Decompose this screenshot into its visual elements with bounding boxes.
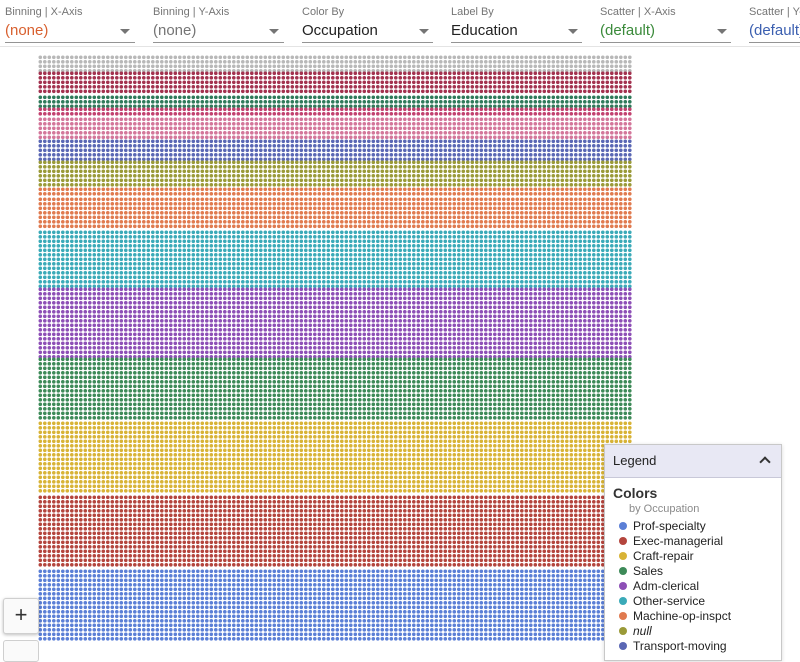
grid-band <box>38 357 632 420</box>
color-swatch-icon <box>619 537 627 545</box>
legend-list: Prof-specialty Exec-managerial Craft-rep… <box>619 519 731 654</box>
legend-section-subtitle: by Occupation <box>629 503 700 515</box>
binning-x-axis-label: Binning | X-Axis <box>5 6 83 18</box>
underline <box>5 42 135 43</box>
underline <box>302 42 433 43</box>
grid-band <box>38 197 632 229</box>
label-by-value: Education <box>451 22 518 39</box>
color-swatch-icon <box>619 627 627 635</box>
scatter-x-axis-select[interactable]: Scatter | X-Axis (default) <box>595 0 735 46</box>
binning-x-axis-value: (none) <box>5 22 49 39</box>
underline <box>749 42 800 43</box>
grid-band <box>38 495 632 567</box>
chevron-down-icon <box>269 29 279 34</box>
scatter-y-axis-label: Scatter | Y-Axis <box>749 6 800 18</box>
legend-header[interactable]: Legend <box>605 445 781 478</box>
legend-item-label: Exec-managerial <box>633 534 724 548</box>
zoom-out-button[interactable] <box>3 640 39 662</box>
legend-item-label: null <box>633 624 652 638</box>
color-swatch-icon <box>619 522 627 530</box>
legend-item[interactable]: Other-service <box>619 594 731 609</box>
legend-item-label: Machine-op-inspct <box>633 609 732 623</box>
scatter-y-axis-select[interactable]: Scatter | Y-Axis (default) <box>744 0 800 46</box>
legend-item[interactable]: Craft-repair <box>619 549 731 564</box>
grid-band <box>38 160 632 187</box>
grid-band <box>38 117 632 140</box>
color-by-value: Occupation <box>302 22 378 39</box>
binning-y-axis-value: (none) <box>153 22 197 39</box>
color-swatch-icon <box>619 552 627 560</box>
color-by-label: Color By <box>302 6 345 18</box>
chevron-up-icon[interactable] <box>759 456 771 468</box>
color-swatch-icon <box>619 642 627 650</box>
grid-band <box>38 55 632 73</box>
toolbar: Binning | X-Axis (none) Binning | Y-Axis… <box>0 0 800 47</box>
legend-item-label: Craft-repair <box>633 549 694 563</box>
grid-band <box>38 287 632 359</box>
color-swatch-icon <box>619 567 627 575</box>
legend-item[interactable]: null <box>619 624 731 639</box>
grid-band <box>38 107 632 116</box>
unit-grid-canvas[interactable] <box>0 47 800 653</box>
binning-y-axis-label: Binning | Y-Axis <box>153 6 230 18</box>
underline <box>600 42 731 43</box>
grid-band <box>38 187 632 196</box>
scatter-x-axis-value: (default) <box>600 22 656 39</box>
binning-y-axis-select[interactable]: Binning | Y-Axis (none) <box>148 0 288 46</box>
legend-panel: Legend Colors by Occupation Prof-special… <box>604 444 782 661</box>
scatter-y-axis-value: (default) <box>749 22 800 39</box>
color-by-select[interactable]: Color By Occupation <box>297 0 437 46</box>
underline <box>153 42 284 43</box>
zoom-in-button[interactable]: + <box>3 598 39 634</box>
chevron-down-icon <box>120 29 130 34</box>
chevron-down-icon <box>717 29 727 34</box>
grid-band <box>38 139 632 162</box>
chevron-down-icon <box>568 29 578 34</box>
legend-item-label: Adm-clerical <box>633 579 700 593</box>
legend-item-label: Prof-specialty <box>633 519 706 533</box>
legend-item-label: Sales <box>633 564 664 578</box>
binning-x-axis-select[interactable]: Binning | X-Axis (none) <box>0 0 140 46</box>
chevron-down-icon <box>419 29 429 34</box>
scatter-x-axis-label: Scatter | X-Axis <box>600 6 676 18</box>
grid-band <box>38 95 632 109</box>
color-swatch-icon <box>619 612 627 620</box>
grid-band <box>38 71 632 94</box>
label-by-select[interactable]: Label By Education <box>446 0 586 46</box>
color-swatch-icon <box>619 597 627 605</box>
legend-title: Legend <box>613 453 657 468</box>
grid-band <box>38 569 632 641</box>
legend-item-label: Transport-moving <box>633 639 727 653</box>
grid-band <box>38 230 632 289</box>
color-swatch-icon <box>619 582 627 590</box>
legend-item-label: Other-service <box>633 594 706 608</box>
legend-item[interactable]: Prof-specialty <box>619 519 731 534</box>
legend-item[interactable]: Sales <box>619 564 731 579</box>
legend-item[interactable]: Adm-clerical <box>619 579 731 594</box>
legend-section-title: Colors <box>613 485 658 501</box>
underline <box>451 42 582 43</box>
legend-item[interactable]: Machine-op-inspct <box>619 609 731 624</box>
legend-item[interactable]: Exec-managerial <box>619 534 731 549</box>
legend-item[interactable]: Transport-moving <box>619 639 731 654</box>
label-by-label: Label By <box>451 6 494 18</box>
